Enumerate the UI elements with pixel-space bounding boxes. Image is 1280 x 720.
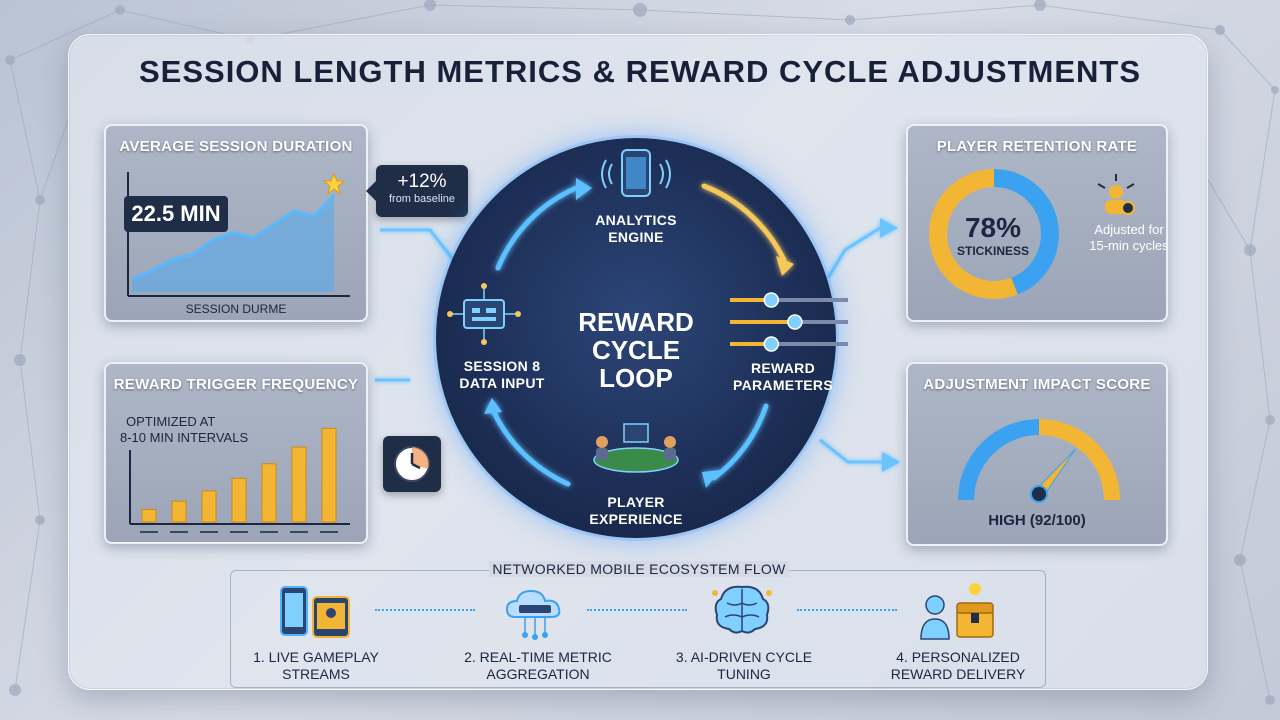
trigger-frequency-chart xyxy=(129,427,350,533)
session-input-label: SESSION 8 DATA INPUT xyxy=(442,358,562,392)
ai-brain-icon xyxy=(712,585,772,634)
flow-step-2-line1: 2. REAL-TIME METRIC xyxy=(464,649,612,665)
retention-note-line2: 15-min cycles xyxy=(1089,238,1169,253)
slider-knob xyxy=(787,314,803,330)
slider-knob xyxy=(763,292,780,308)
chip-icon xyxy=(447,283,521,345)
trigger-bar xyxy=(291,446,307,523)
players-table-icon xyxy=(593,423,679,473)
impact-score-title: ADJUSTMENT IMPACT SCORE xyxy=(923,376,1151,393)
flow-step-1-line2: STREAMS xyxy=(282,666,350,682)
flow-title: NETWORKED MOBILE ECOSYSTEM FLOW xyxy=(489,561,789,577)
flow-step-3-line1: 3. AI-DRIVEN CYCLE xyxy=(675,649,813,665)
loop-center-line2: CYCLE xyxy=(591,335,681,365)
flow-arrow-3 xyxy=(797,609,897,611)
flow-arrow-2 xyxy=(587,609,687,611)
analytics-line2: ENGINE xyxy=(608,229,664,245)
arrow-params-to-player xyxy=(711,403,769,481)
flow-step-4-line1: 4. PERSONALIZED xyxy=(896,649,1020,665)
retention-title: PLAYER RETENTION RATE xyxy=(936,138,1138,155)
retention-note: Adjusted for 15-min cycles xyxy=(1084,222,1174,254)
impact-gauge xyxy=(958,419,1120,503)
trigger-bar xyxy=(141,509,157,523)
trigger-bar xyxy=(201,490,217,523)
flow-step-4: 4. PERSONALIZED REWARD DELIVERY xyxy=(873,649,1043,683)
trigger-frequency-panel: REWARD TRIGGER FREQUENCY OPTIMIZED AT 8-… xyxy=(104,362,368,544)
retention-value: 78% xyxy=(964,212,1022,243)
trigger-note-line1: OPTIMIZED AT xyxy=(126,414,216,429)
input-line2: DATA INPUT xyxy=(459,375,545,391)
trigger-frequency-title: REWARD TRIGGER FREQUENCY xyxy=(113,376,359,393)
analytics-engine-label: ANALYTICS ENGINE xyxy=(566,212,706,246)
user-reward-icon xyxy=(920,583,994,640)
retention-arc xyxy=(929,169,1059,299)
star-icon xyxy=(322,172,346,196)
flow-arrow-1 xyxy=(375,609,475,611)
session-duration-chart xyxy=(127,172,350,297)
ecosystem-flow: NETWORKED MOBILE ECOSYSTEM FLOW 1. LIVE … xyxy=(230,561,1046,688)
input-line1: SESSION 8 xyxy=(463,358,541,374)
flow-step-3: 3. AI-DRIVEN CYCLE TUNING xyxy=(659,649,829,683)
player-line1: PLAYER xyxy=(607,494,665,510)
flow-step-3-line2: TUNING xyxy=(717,666,771,682)
callout-note: from baseline xyxy=(388,193,456,205)
callout-value: +12% xyxy=(397,171,447,192)
retention-note-line1: Adjusted for xyxy=(1094,222,1164,237)
reward-parameter-sliders xyxy=(730,292,848,352)
flow-step-1-line1: 1. LIVE GAMEPLAY xyxy=(253,649,379,665)
session-duration-value: 22.5 MIN xyxy=(124,196,228,232)
reward-parameters-label: REWARD PARAMETERS xyxy=(718,360,848,394)
flow-step-2-line2: AGGREGATION xyxy=(486,666,590,682)
retention-label: STICKINESS xyxy=(956,244,1029,258)
arrow-input-to-analytics xyxy=(495,185,579,271)
params-line2: PARAMETERS xyxy=(733,377,833,393)
retention-panel: PLAYER RETENTION RATE 78% STICKINESS Adj… xyxy=(906,124,1169,322)
impact-score-panel: ADJUSTMENT IMPACT SCORE HIGH (92/100) xyxy=(906,362,1168,546)
trigger-bar xyxy=(321,427,337,523)
params-line1: REWARD xyxy=(750,360,816,376)
session-duration-title: AVERAGE SESSION DURATION xyxy=(119,138,353,155)
slider-knob xyxy=(763,336,780,352)
cloud-network-icon xyxy=(505,589,561,640)
impact-score-value: HIGH (92/100) xyxy=(988,512,1086,529)
trigger-bar xyxy=(231,477,247,523)
user-target-icon xyxy=(1097,174,1135,215)
player-experience-label: PLAYER EXPERIENCE xyxy=(566,494,706,528)
loop-center-line3: LOOP xyxy=(599,363,673,393)
devices-icon xyxy=(280,586,350,638)
analytics-line1: ANALYTICS xyxy=(595,212,677,228)
session-duration-panel: AVERAGE SESSION DURATION 22.5 MIN SESSIO… xyxy=(104,124,368,322)
loop-center-line1: REWARD xyxy=(578,307,694,337)
flow-step-4-line2: REWARD DELIVERY xyxy=(890,666,1026,682)
retention-donut-chart xyxy=(929,169,1059,299)
loop-arrows xyxy=(447,149,794,488)
session-trend-line xyxy=(131,193,336,281)
baseline-callout: +12% from baseline xyxy=(366,165,468,217)
reward-cycle-loop: REWARD CYCLE LOOP ANALYTICS ENGINE SESSI… xyxy=(436,138,848,538)
arrow-analytics-to-params xyxy=(701,183,787,263)
trigger-bar xyxy=(171,500,187,523)
flow-step-1: 1. LIVE GAMEPLAY STREAMS xyxy=(231,649,401,683)
page-title: SESSION LENGTH METRICS & REWARD CYCLE AD… xyxy=(138,54,1142,89)
loop-center-title: REWARD CYCLE LOOP xyxy=(436,308,836,392)
trigger-bar xyxy=(261,463,277,523)
flow-step-2: 2. REAL-TIME METRIC AGGREGATION xyxy=(453,649,623,683)
phone-icon xyxy=(601,149,671,197)
session-axis-label: SESSION DURME xyxy=(185,302,287,316)
player-line2: EXPERIENCE xyxy=(589,511,683,527)
clock-icon xyxy=(383,436,441,492)
arrow-player-to-input xyxy=(489,405,571,487)
trigger-note-line2: 8-10 MIN INTERVALS xyxy=(120,430,249,445)
